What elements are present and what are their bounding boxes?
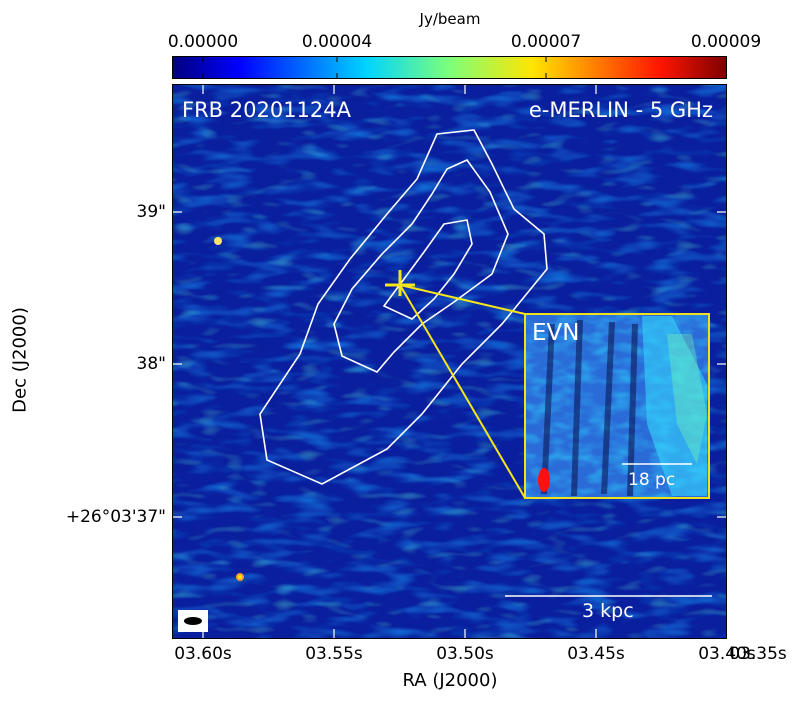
contour-middle	[333, 159, 509, 373]
colorbar-tick-label: 0.00007	[510, 32, 582, 52]
colorbar-tick-label: 0.00000	[167, 32, 239, 52]
colorbar	[172, 56, 727, 79]
y-tick-label: 39"	[136, 202, 166, 222]
colorbar-unit-label: Jy/beam	[419, 10, 481, 28]
x-axis-title: RA (J2000)	[402, 670, 498, 691]
colorbar-tick-label: 0.00004	[301, 32, 373, 52]
x-tick-label: 03.40s	[698, 644, 756, 664]
colorbar-gradient	[173, 57, 726, 78]
inset-scale-label: 18 pc	[628, 470, 676, 490]
x-tick-label: 03.35s	[729, 644, 787, 664]
x-tick-label: 03.45s	[567, 644, 625, 664]
radio-image-panel: FRB 20201124A e-MERLIN - 5 GHz EVN 18 pc…	[172, 84, 727, 639]
x-tick-label: 03.50s	[436, 644, 494, 664]
contour-outer	[259, 129, 548, 485]
y-axis-title: Dec (J2000)	[9, 307, 31, 413]
contour-inner	[382, 219, 473, 320]
y-tick-label: 38"	[136, 354, 166, 374]
source-label: FRB 20201124A	[182, 98, 352, 122]
radio-image	[172, 84, 727, 639]
y-tick-label: +26°03'37"	[65, 507, 166, 527]
inset-beam-ellipse	[538, 468, 550, 492]
instrument-label: e-MERLIN - 5 GHz	[528, 98, 713, 122]
inset-label: EVN	[532, 320, 580, 346]
scale-bar-label: 3 kpc	[582, 600, 634, 622]
evn-inset	[524, 313, 710, 499]
colorbar-tick-label: 0.00009	[690, 32, 762, 52]
x-tick-label: 03.60s	[174, 644, 232, 664]
x-tick-label: 03.55s	[305, 644, 363, 664]
